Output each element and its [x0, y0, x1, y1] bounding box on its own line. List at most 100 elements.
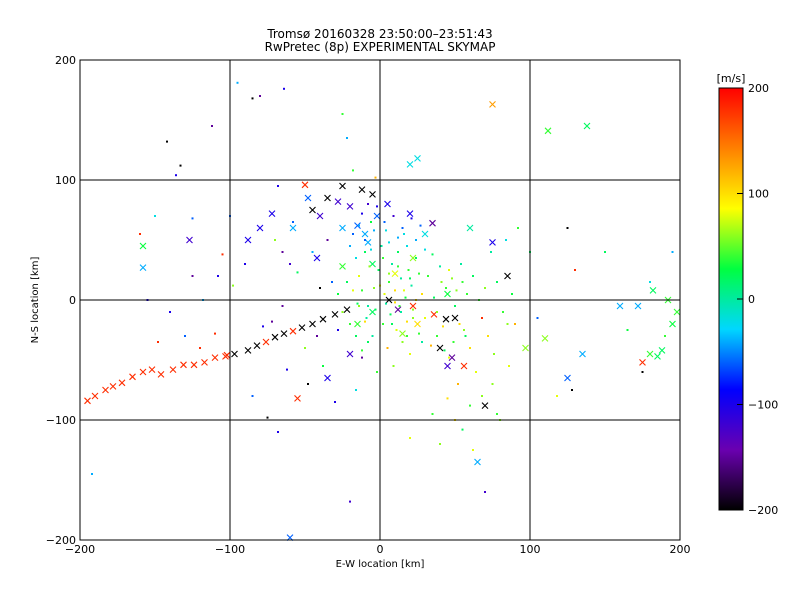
data-point-dot [385, 229, 387, 232]
data-point-dot [388, 241, 390, 244]
data-point-dot [292, 221, 294, 223]
colorbar-ticks: 200 100 0 −100 −200 [737, 82, 778, 517]
data-point-dot [368, 265, 371, 268]
data-point-dot [251, 395, 254, 397]
data-point-dot [401, 227, 404, 229]
colorbar-tick-label: 200 [748, 82, 769, 95]
data-point-x [429, 219, 436, 227]
data-point-dot [367, 341, 369, 343]
data-point-dot [341, 311, 344, 313]
data-point-x [231, 350, 238, 358]
data-point-x [157, 371, 165, 378]
data-point-dot [461, 428, 464, 431]
data-point-x [316, 212, 324, 220]
data-point-dot [442, 325, 444, 328]
data-point-x [186, 236, 193, 244]
data-point-dot [397, 251, 399, 253]
data-point-dot [391, 263, 393, 265]
data-point-dot [244, 263, 246, 265]
data-point-x [399, 330, 406, 337]
data-point-dot [316, 335, 318, 337]
data-point-dot [496, 281, 498, 283]
colorbar-tick-label: −200 [748, 504, 778, 517]
data-point-dot [371, 335, 374, 337]
data-point-x [102, 386, 109, 394]
data-point-dot [385, 302, 387, 305]
data-point-dot [472, 449, 474, 451]
data-point-x [504, 272, 511, 280]
y-tick-label: 200 [55, 54, 76, 67]
data-point-x [583, 122, 591, 130]
data-point-dot [439, 443, 441, 445]
data-point-dot [349, 245, 351, 247]
data-point-dot [169, 311, 171, 313]
data-point-x [256, 224, 264, 232]
data-point-dot [355, 257, 357, 259]
data-point-dot [277, 431, 279, 433]
data-point-dot [373, 229, 375, 232]
data-point-dot [556, 395, 558, 397]
data-point-dot [334, 401, 336, 403]
data-point-x [654, 353, 661, 360]
data-point-x [406, 210, 414, 217]
data-point-dot [331, 281, 333, 283]
data-point-dot [415, 257, 417, 259]
data-point-x [139, 368, 147, 376]
data-point-x [448, 354, 456, 361]
data-point-x [442, 315, 450, 323]
data-point-dot [356, 302, 359, 305]
data-point-dot [211, 125, 213, 127]
data-point-dot [400, 311, 402, 313]
data-point-x [223, 351, 231, 359]
data-point-dot [341, 113, 344, 115]
data-point-dot [436, 335, 438, 337]
y-axis-label: N-S location [km] [30, 257, 41, 344]
data-point-x [544, 127, 552, 135]
data-point-dot [427, 275, 429, 277]
data-point-dot [311, 251, 314, 253]
data-point-dot [364, 320, 366, 323]
data-point-x [489, 101, 496, 108]
data-point-dot [404, 296, 407, 299]
chart-title: Tromsø 20160328 23:50:00–23:51:43 [266, 27, 492, 41]
data-point-x [373, 212, 381, 220]
data-point-x [406, 161, 414, 168]
data-point-x [324, 194, 331, 202]
data-point-dot [346, 137, 348, 139]
data-point-x [301, 181, 309, 189]
data-point-dot [445, 287, 447, 289]
data-point-x [91, 392, 99, 400]
data-point-dot [400, 277, 402, 280]
data-point-dot [361, 289, 363, 292]
y-tick-label: −200 [46, 534, 76, 547]
data-point-x [343, 306, 351, 313]
data-point-dot [157, 341, 159, 343]
data-point-dot [484, 287, 486, 289]
data-point-x [421, 230, 429, 238]
data-point-dot [262, 325, 264, 328]
data-point-dot [373, 287, 375, 289]
data-point-x [253, 342, 261, 349]
data-point-x [444, 290, 451, 298]
data-point-dot [184, 335, 186, 337]
data-point-x [139, 242, 147, 250]
data-point-dot [346, 281, 348, 283]
data-point-x [658, 347, 666, 354]
data-point-dot [175, 174, 177, 177]
data-point-dot [307, 383, 309, 385]
data-point-x [298, 324, 306, 331]
data-point-dot [383, 221, 386, 223]
data-point-x [346, 350, 354, 358]
data-point-x [169, 366, 177, 373]
data-point-dot [259, 95, 261, 97]
data-point-dot [481, 395, 483, 397]
data-point-dot [421, 341, 423, 343]
data-point-dot [403, 233, 405, 235]
data-point-dot [410, 284, 413, 287]
data-point-dot [469, 404, 471, 407]
x-tick-label: −100 [215, 543, 245, 556]
data-point-dot [391, 323, 393, 325]
data-point-dot [289, 263, 291, 265]
data-point-x [361, 230, 369, 238]
data-point-dot [514, 323, 516, 325]
